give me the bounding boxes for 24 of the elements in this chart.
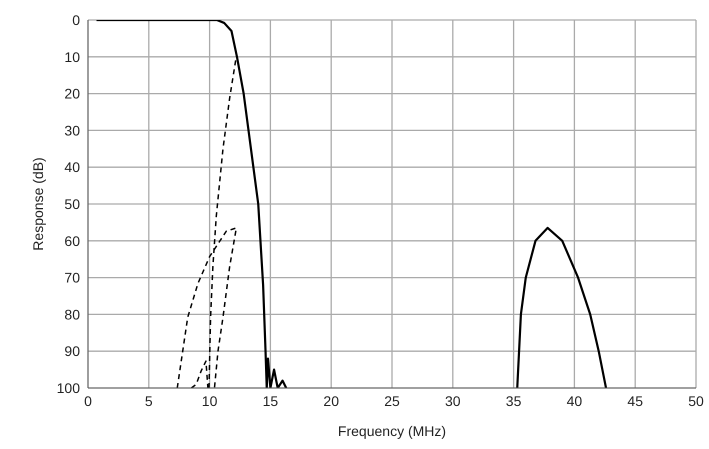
y-tick-label: 90 xyxy=(64,343,80,360)
y-tick-label: 60 xyxy=(64,232,80,249)
x-tick-label: 45 xyxy=(627,392,644,409)
y-tick-label: 100 xyxy=(56,380,80,396)
y-tick-label: 30 xyxy=(64,122,80,138)
y-tick-label: 40 xyxy=(64,159,80,176)
y-tick-label: 80 xyxy=(64,306,80,322)
y-tick-label: 70 xyxy=(64,270,80,286)
x-tick-label: 10 xyxy=(202,392,218,409)
y-tick-label: 50 xyxy=(64,196,80,212)
x-tick-label: 15 xyxy=(262,392,278,409)
x-tick-label: 25 xyxy=(384,392,400,409)
y-tick-label: 10 xyxy=(64,48,80,65)
x-tick-label: 40 xyxy=(566,392,582,409)
y-axis-title: Response (dB) xyxy=(30,157,46,251)
x-axis-title: Frequency (MHz) xyxy=(338,422,446,439)
y-tick-label: 20 xyxy=(64,86,80,102)
x-tick-label: 20 xyxy=(323,392,340,409)
x-tick-label: 0 xyxy=(84,392,92,409)
x-tick-label: 30 xyxy=(445,392,461,409)
x-tick-label: 5 xyxy=(144,392,153,409)
x-tick-label: 35 xyxy=(506,392,522,409)
y-tick-label: 0 xyxy=(72,12,80,28)
x-tick-label: 50 xyxy=(688,392,704,409)
